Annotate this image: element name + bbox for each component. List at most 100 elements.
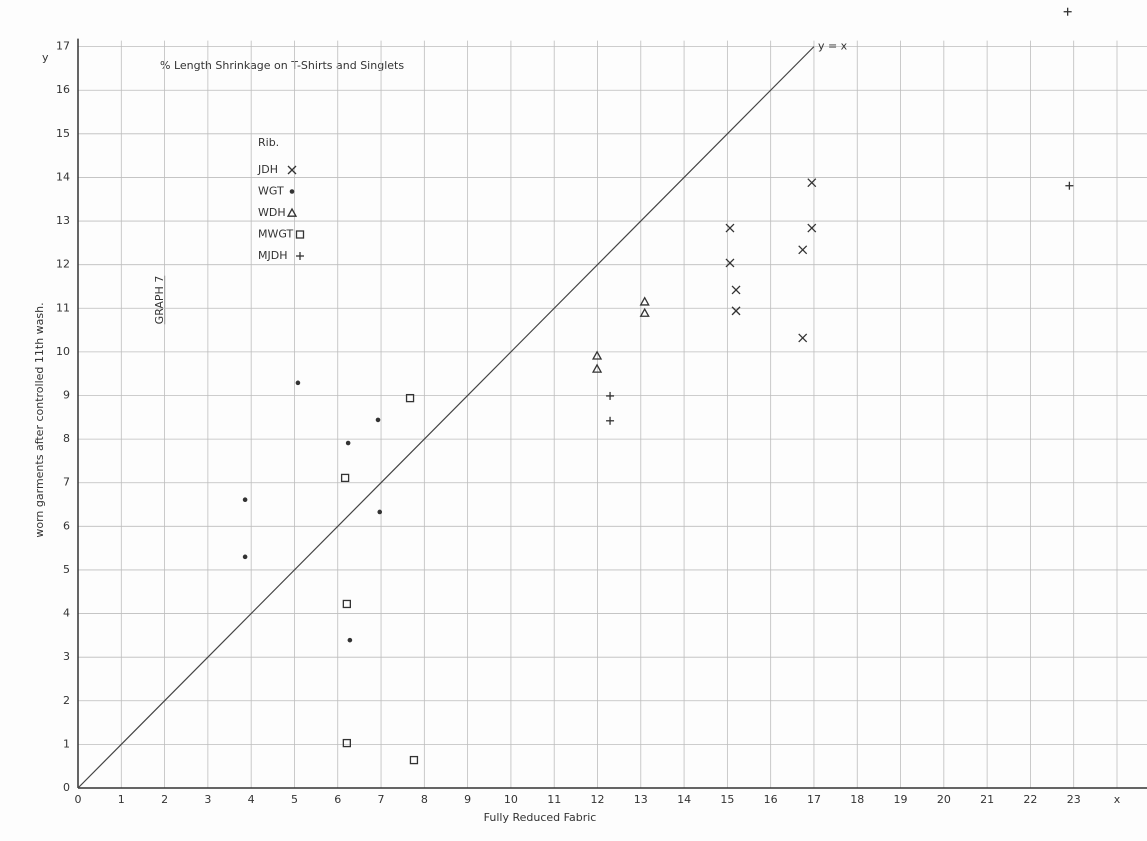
data-point — [591, 350, 603, 360]
y-tick-label: 4 — [63, 607, 70, 620]
x-tick-label: 3 — [204, 793, 211, 806]
data-point — [606, 391, 615, 400]
legend-title: Rib. — [258, 136, 279, 149]
data-point — [342, 738, 351, 748]
marker-square — [405, 393, 415, 403]
data-point — [731, 306, 741, 316]
x-tick-label: 10 — [504, 793, 518, 806]
data-point — [606, 416, 615, 425]
x-tick-label: 7 — [378, 793, 385, 806]
data-point — [731, 285, 741, 295]
legend-label: JDH — [257, 163, 278, 176]
y-tick-label: 11 — [56, 301, 70, 314]
marker-dot — [345, 440, 351, 446]
y-tick-label: 1 — [63, 737, 70, 750]
x-tick-label: 6 — [334, 793, 341, 806]
marker-triangle — [591, 363, 603, 373]
x-tick-label: 12 — [591, 793, 605, 806]
y-tick-label: 2 — [63, 694, 70, 707]
x-tick-label: 4 — [248, 793, 255, 806]
chart-title: % Length Shrinkage on T-Shirts and Singl… — [160, 59, 404, 72]
data-point — [725, 223, 735, 233]
data-point — [345, 440, 351, 446]
y-tick-label: 14 — [56, 170, 70, 183]
legend-marker — [286, 207, 298, 217]
reference-line-label: y = x — [818, 40, 848, 53]
data-point — [242, 497, 248, 503]
y-tick-label: 8 — [63, 432, 70, 445]
y-tick-label: 17 — [56, 40, 70, 53]
marker-stroke — [725, 223, 735, 233]
data-point — [807, 223, 817, 233]
marker-triangle — [286, 207, 298, 217]
reference-line — [77, 46, 815, 789]
data-point — [242, 554, 248, 560]
x-axis-label: Fully Reduced Fabric — [484, 811, 597, 824]
data-point — [725, 258, 735, 268]
x-tick-label: 9 — [464, 793, 471, 806]
y-tick-label: 13 — [56, 214, 70, 227]
data-point — [591, 363, 603, 373]
x-tick-label: 0 — [75, 793, 82, 806]
marker-triangle — [639, 296, 650, 306]
marker-dot — [289, 189, 295, 194]
data-point — [409, 755, 419, 765]
x-tick-label: 14 — [677, 793, 691, 806]
marker-dot — [377, 509, 383, 515]
data-point — [377, 509, 383, 515]
y-tick-label: 7 — [63, 476, 70, 489]
data-point — [798, 245, 808, 255]
marker-stroke — [725, 258, 735, 268]
marker-dot — [347, 637, 353, 643]
y-tick-label: 5 — [63, 563, 70, 576]
y-tick-label: 15 — [56, 127, 70, 140]
marker-stroke — [287, 165, 297, 175]
x-tick-label: 2 — [161, 793, 168, 806]
data-point — [342, 599, 351, 609]
marker-square — [342, 599, 351, 609]
marker-dot — [242, 554, 248, 560]
legend-marker — [289, 189, 295, 194]
marker-dot — [375, 417, 381, 423]
legend-marker — [296, 252, 304, 260]
data-point — [807, 178, 817, 188]
legend-label: MWGT — [258, 228, 293, 241]
marker-square — [340, 473, 350, 483]
data-point — [1063, 7, 1072, 16]
x-tick-label: 18 — [850, 793, 864, 806]
marker-stroke — [798, 245, 808, 255]
data-point — [798, 333, 808, 343]
marker-stroke — [731, 285, 741, 295]
x-tick-label: 17 — [807, 793, 821, 806]
marker-stroke — [807, 178, 817, 188]
x-tick-label: 15 — [720, 793, 734, 806]
marker-stroke — [798, 333, 808, 343]
legend-marker — [287, 165, 297, 175]
data-point — [405, 393, 415, 403]
data-point — [340, 473, 350, 483]
legend-label: WDH — [258, 206, 286, 219]
y-tick-label: 9 — [63, 389, 70, 402]
y-tick-label: 0 — [63, 781, 70, 794]
marker-triangle — [639, 307, 650, 317]
data-point — [639, 307, 650, 317]
legend-label: WGT — [258, 185, 284, 198]
annotation: GRAPH 7 — [153, 276, 166, 325]
marker-square — [342, 738, 351, 748]
x-tick-label: 19 — [894, 793, 908, 806]
y-tick-label: 10 — [56, 345, 70, 358]
x-tick-label: 5 — [291, 793, 298, 806]
x-tick-label: 21 — [980, 793, 994, 806]
marker-stroke — [807, 223, 817, 233]
marker-triangle — [591, 350, 603, 360]
x-tick-label: 23 — [1067, 793, 1081, 806]
data-point — [1065, 181, 1074, 190]
y-tick-label: 6 — [63, 519, 70, 532]
y-tick-label: 16 — [56, 83, 70, 96]
legend-label: MJDH — [258, 249, 287, 262]
marker-square — [295, 230, 305, 239]
data-point — [639, 296, 650, 306]
marker-dot — [295, 380, 301, 386]
data-point — [295, 380, 301, 386]
